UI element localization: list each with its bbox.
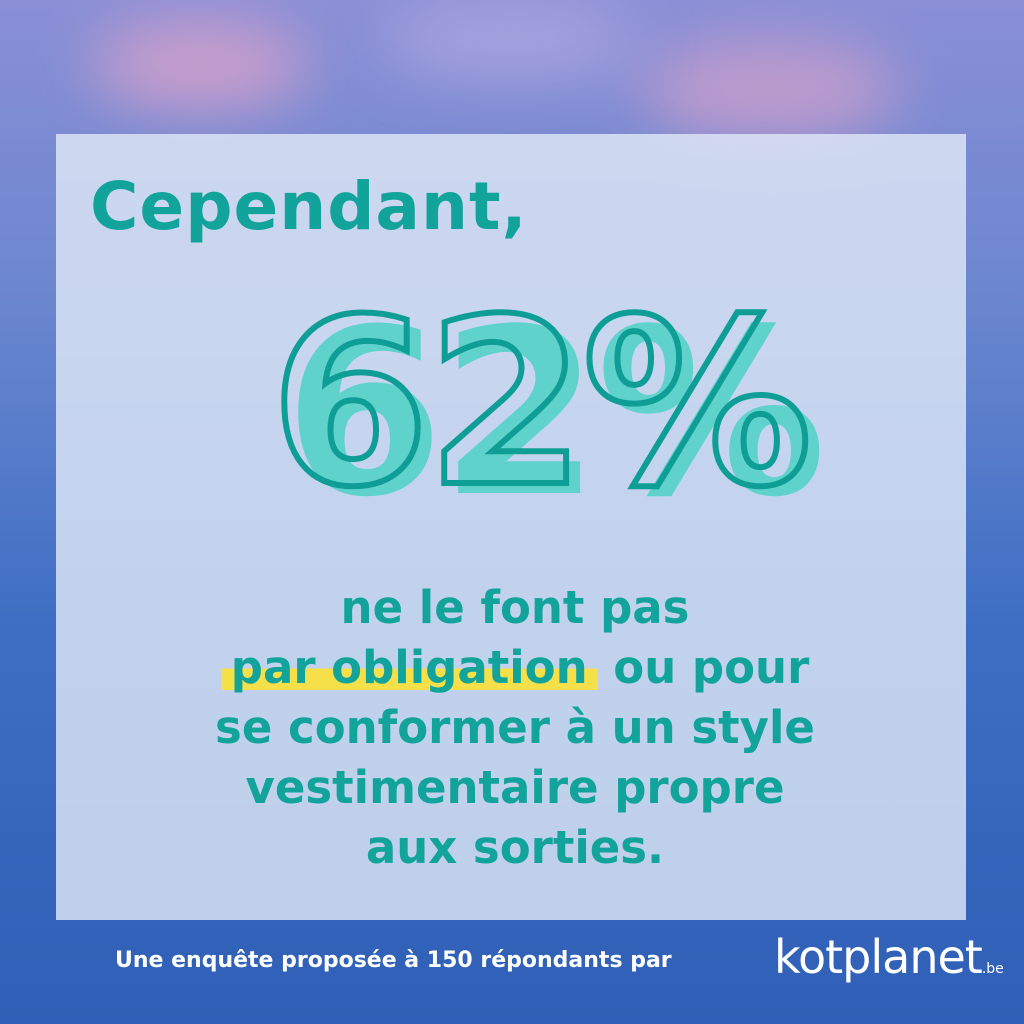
kotplanet-logo: kotplanet.be	[774, 930, 1004, 984]
highlighted-phrase: par obligation	[220, 641, 598, 694]
statement-line-2: par obligation ou pour	[120, 638, 910, 698]
statement-line-3: se conformer à un style	[215, 701, 815, 754]
survey-footer: Une enquête proposée à 150 répondants pa…	[115, 948, 672, 973]
statement-line-1: ne le font pas	[340, 581, 690, 634]
statistic: 62% 62%	[267, 271, 830, 538]
statement-text: ne le font pas par obligation ou pour se…	[120, 578, 910, 878]
heading: Cependant,	[90, 168, 528, 245]
statement-line-5: aux sorties.	[365, 821, 665, 874]
logo-tld: .be	[981, 961, 1004, 977]
logo-name: kotplanet	[774, 930, 983, 984]
statement-line-2-rest: ou pour	[597, 641, 810, 694]
statistic-shadow: 62%	[284, 281, 827, 548]
content-card	[56, 134, 966, 920]
statistic-value: 62%	[267, 271, 816, 538]
statement-line-4: vestimentaire propre	[245, 761, 785, 814]
